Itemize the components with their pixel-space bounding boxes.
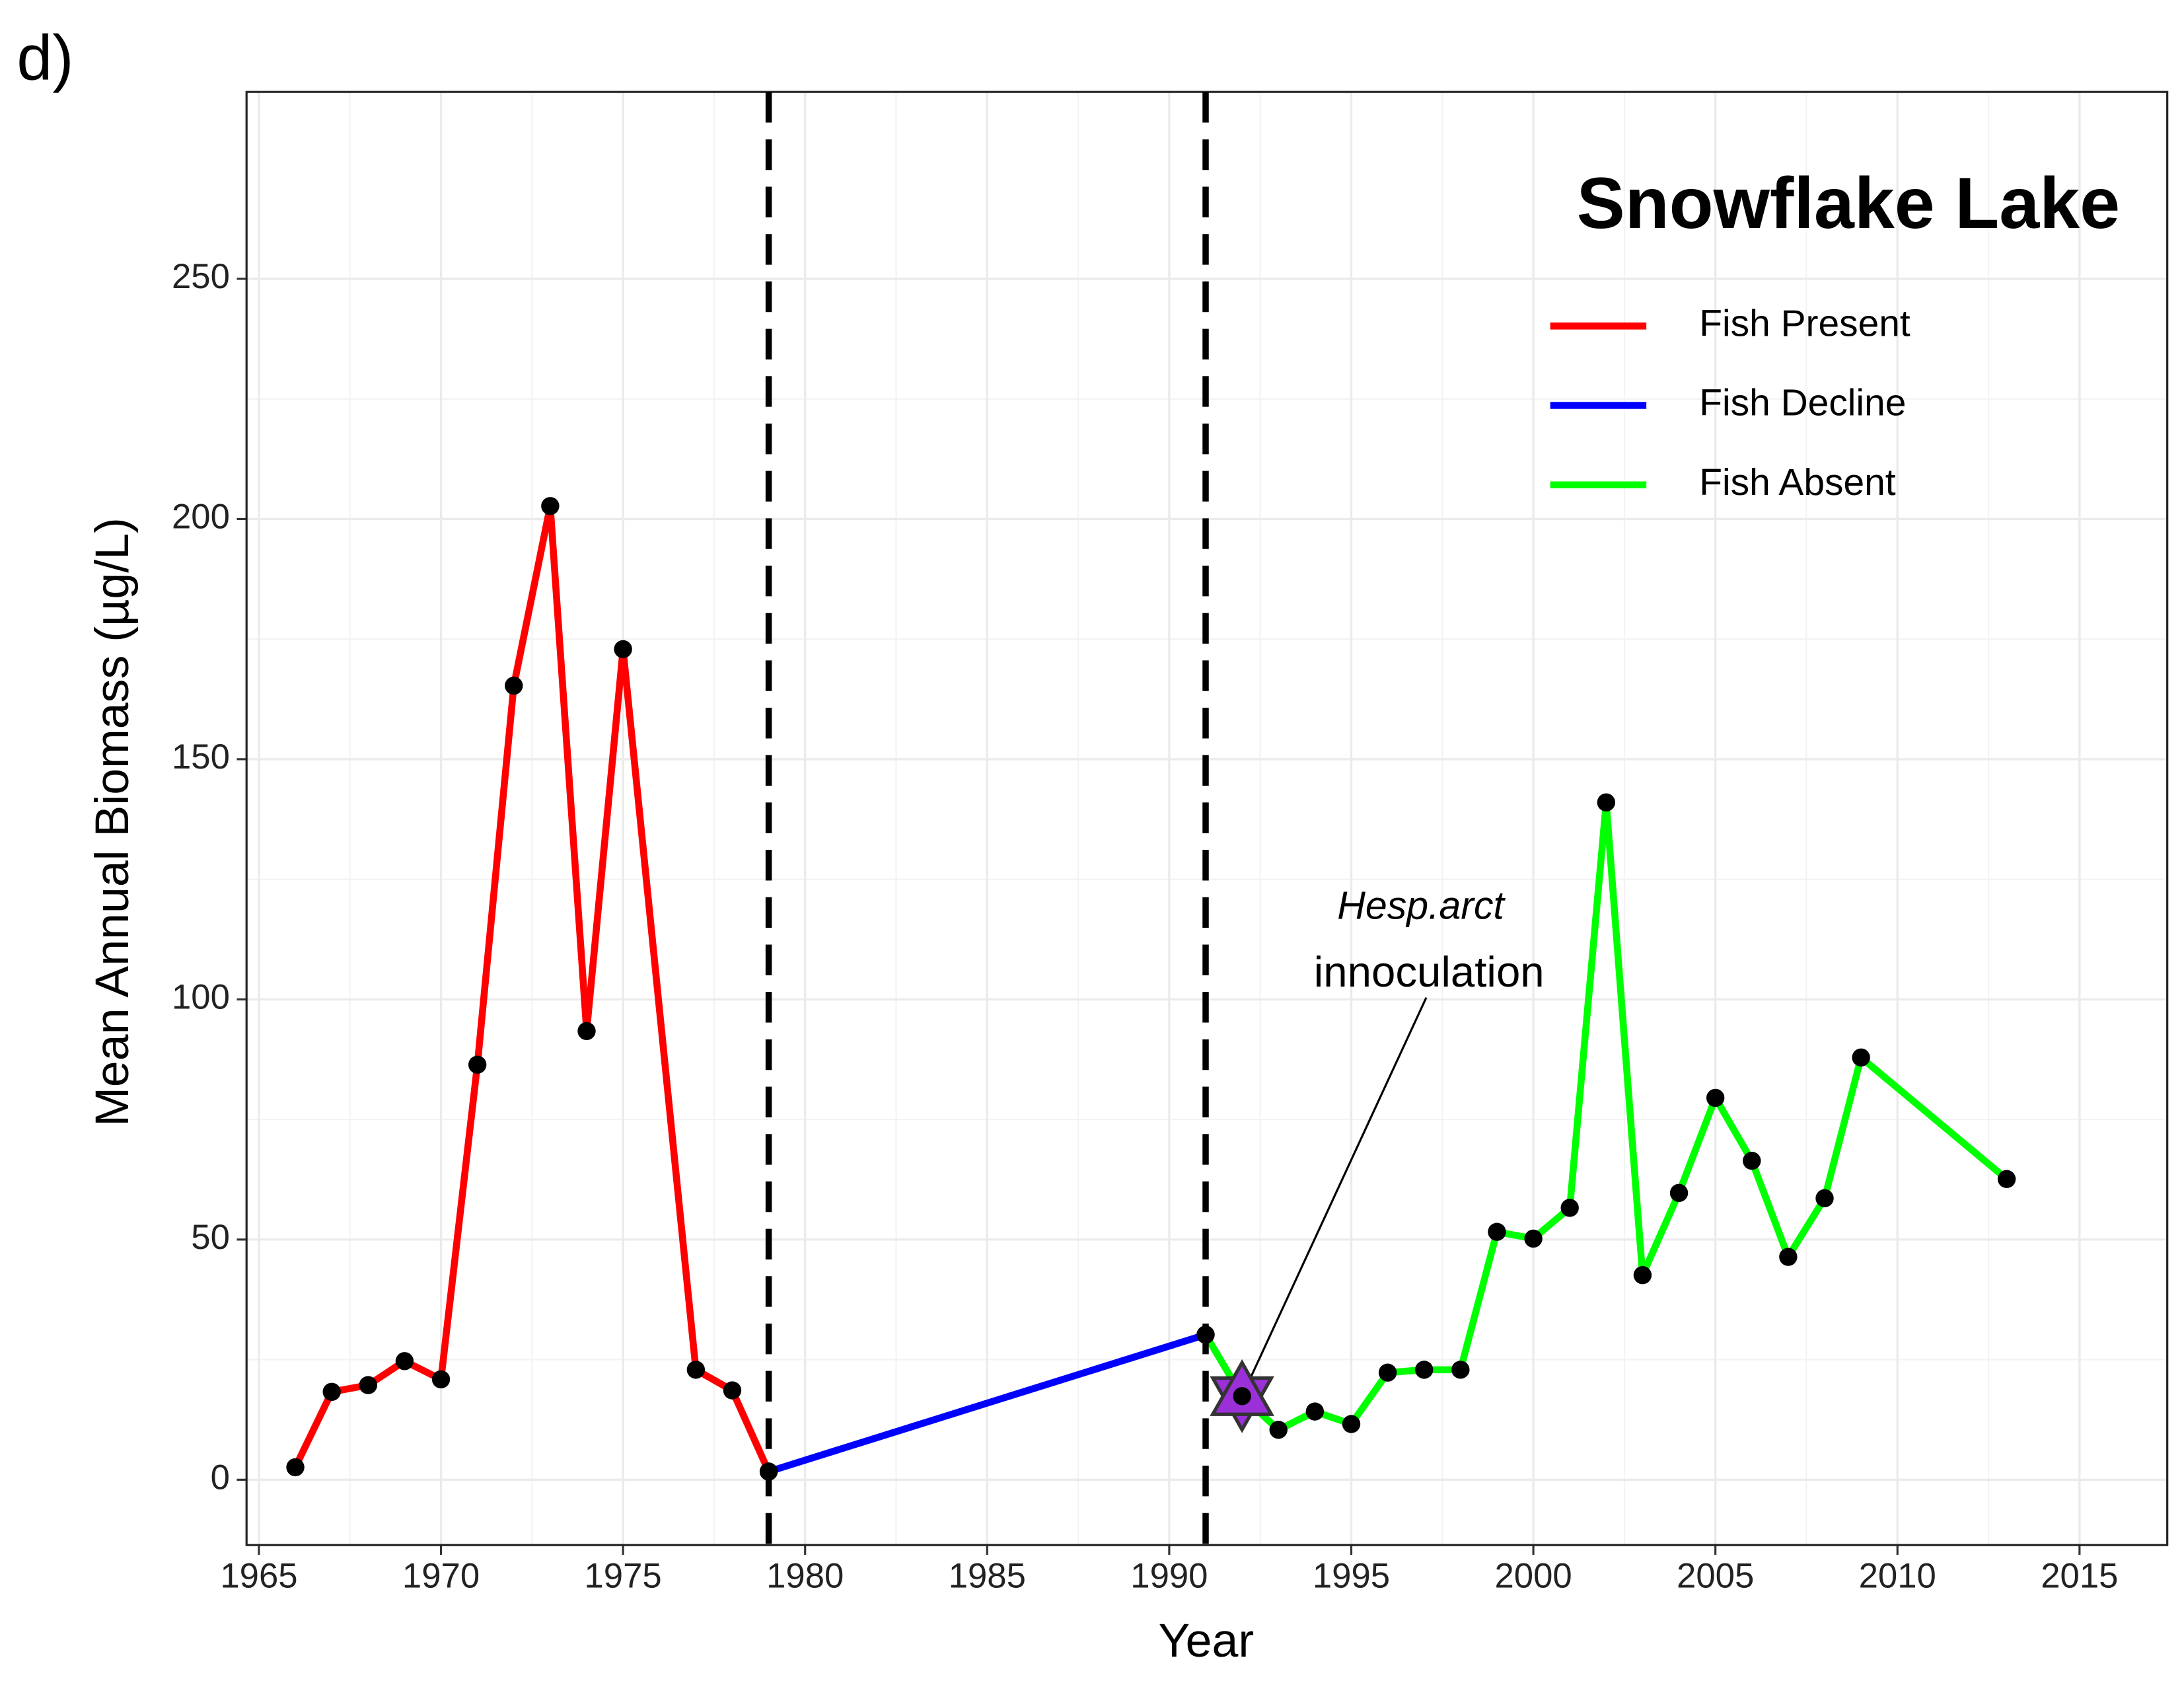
data-point <box>541 497 560 515</box>
panel-label: d) <box>17 22 73 94</box>
data-point <box>1415 1361 1434 1379</box>
data-point <box>1524 1229 1543 1248</box>
data-point <box>1451 1361 1470 1379</box>
data-point <box>1706 1088 1725 1107</box>
y-tick-label: 50 <box>191 1218 230 1257</box>
legend-label: Fish Present <box>1699 302 1911 344</box>
data-point <box>431 1370 451 1389</box>
legend-title: Snowflake Lake <box>1577 163 2121 244</box>
annotation-italic-text: Hesp.arct <box>1337 883 1506 927</box>
data-point <box>1597 793 1616 812</box>
data-point <box>468 1055 487 1074</box>
data-point <box>505 676 523 695</box>
x-tick-label: 2000 <box>1494 1557 1572 1596</box>
y-tick-label: 150 <box>172 737 230 776</box>
y-tick-label: 100 <box>172 977 230 1016</box>
data-point <box>1560 1199 1579 1217</box>
data-point <box>1488 1222 1506 1241</box>
data-point <box>1779 1248 1798 1266</box>
data-point <box>614 640 632 659</box>
y-tick-label: 250 <box>172 257 230 296</box>
data-point <box>1305 1402 1325 1421</box>
data-point <box>1815 1189 1834 1208</box>
data-point <box>1669 1183 1689 1203</box>
x-tick-label: 2015 <box>2041 1557 2118 1596</box>
data-point <box>1743 1151 1761 1170</box>
series-line <box>768 1331 1207 1476</box>
legend-label: Fish Absent <box>1699 461 1896 504</box>
x-tick-label: 2005 <box>1677 1557 1754 1596</box>
data-point <box>286 1458 305 1477</box>
y-tick-label: 200 <box>172 497 230 536</box>
data-point <box>759 1462 778 1481</box>
series-line <box>1202 799 2009 1434</box>
data-point <box>322 1382 341 1402</box>
data-point <box>1378 1363 1397 1382</box>
x-tick-label: 1970 <box>402 1557 480 1596</box>
y-axis-label: Mean Annual Biomass (µg/L) <box>86 517 139 1127</box>
data-point <box>723 1381 742 1400</box>
x-tick-label: 1965 <box>220 1557 297 1596</box>
y-tick-label: 0 <box>211 1458 230 1497</box>
data-point <box>686 1361 706 1379</box>
data-point <box>1196 1326 1215 1344</box>
x-tick-label: 1975 <box>585 1557 662 1596</box>
annotation-pointer <box>1241 996 1428 1397</box>
data-point <box>577 1022 596 1041</box>
x-tick-label: 1985 <box>949 1557 1026 1596</box>
data-point <box>359 1376 378 1394</box>
x-tick-label: 1995 <box>1313 1557 1390 1596</box>
annotation-text: innoculation <box>1314 948 1545 996</box>
data-point <box>395 1352 414 1370</box>
x-tick-label: 1980 <box>766 1557 844 1596</box>
annotation-marker <box>1233 1387 1251 1406</box>
x-tick-label: 2010 <box>1859 1557 1936 1596</box>
data-point <box>1342 1415 1361 1433</box>
x-axis-label: Year <box>1158 1614 1254 1667</box>
data-point <box>1269 1421 1288 1439</box>
x-tick-label: 1990 <box>1130 1557 1208 1596</box>
data-point <box>1633 1265 1652 1285</box>
legend-label: Fish Decline <box>1699 382 1906 424</box>
data-point <box>1997 1170 2016 1188</box>
data-point <box>1852 1048 1870 1067</box>
